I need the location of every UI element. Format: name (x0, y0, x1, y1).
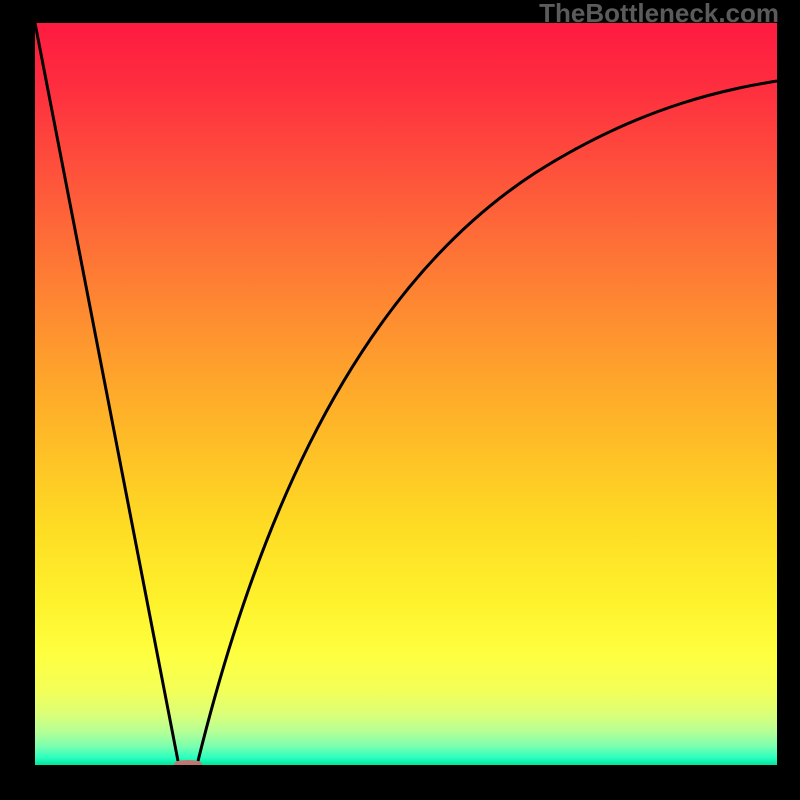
outer-frame: TheBottleneck.com (0, 0, 800, 800)
plot-area (35, 23, 777, 765)
bottleneck-curve (35, 23, 777, 765)
curve-left-segment (35, 23, 178, 761)
watermark-domain-label: TheBottleneck.com (539, 0, 779, 29)
curve-right-segment (198, 81, 777, 761)
